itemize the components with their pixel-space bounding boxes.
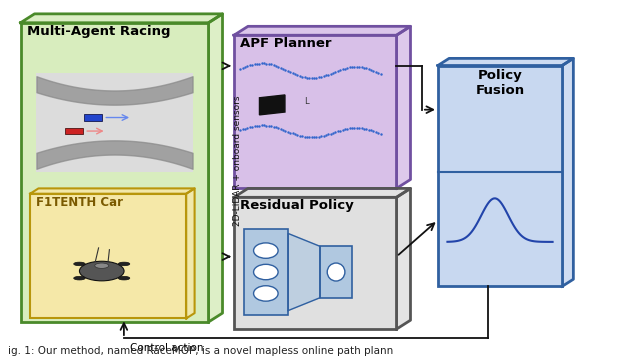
FancyBboxPatch shape: [320, 246, 352, 298]
Ellipse shape: [118, 262, 130, 266]
FancyBboxPatch shape: [234, 35, 396, 188]
Polygon shape: [209, 14, 223, 322]
Text: L: L: [304, 97, 308, 106]
Polygon shape: [234, 188, 410, 197]
FancyBboxPatch shape: [30, 194, 186, 318]
Polygon shape: [396, 26, 410, 188]
Polygon shape: [186, 188, 195, 318]
Text: Residual Policy: Residual Policy: [241, 199, 354, 212]
Text: Control action: Control action: [131, 343, 204, 353]
FancyBboxPatch shape: [438, 65, 562, 286]
Ellipse shape: [118, 276, 130, 280]
Text: ig. 1: Our method, named RaceMOP, is a novel mapless online path plann: ig. 1: Our method, named RaceMOP, is a n…: [8, 346, 393, 356]
Polygon shape: [562, 59, 573, 286]
FancyBboxPatch shape: [244, 229, 288, 315]
Ellipse shape: [74, 262, 85, 266]
Polygon shape: [30, 188, 195, 194]
Ellipse shape: [253, 243, 278, 258]
Text: 2D-LiDAR + onboard sensors: 2D-LiDAR + onboard sensors: [234, 96, 243, 227]
FancyBboxPatch shape: [20, 23, 209, 322]
Polygon shape: [396, 188, 410, 329]
FancyBboxPatch shape: [234, 197, 396, 329]
Polygon shape: [20, 14, 223, 23]
FancyBboxPatch shape: [65, 128, 83, 134]
Ellipse shape: [327, 263, 345, 281]
Polygon shape: [234, 26, 410, 35]
Ellipse shape: [74, 276, 85, 280]
Ellipse shape: [253, 264, 278, 280]
Ellipse shape: [253, 286, 278, 301]
FancyBboxPatch shape: [84, 114, 102, 121]
FancyBboxPatch shape: [36, 73, 193, 172]
Polygon shape: [259, 95, 285, 115]
Ellipse shape: [79, 261, 124, 281]
Ellipse shape: [95, 263, 109, 269]
Text: Multi-Agent Racing: Multi-Agent Racing: [27, 24, 170, 38]
Text: F1TENTH Car: F1TENTH Car: [36, 196, 124, 209]
Text: Policy
Fusion: Policy Fusion: [476, 69, 525, 97]
Polygon shape: [288, 233, 320, 311]
Polygon shape: [438, 59, 573, 65]
Text: APF Planner: APF Planner: [241, 37, 332, 50]
